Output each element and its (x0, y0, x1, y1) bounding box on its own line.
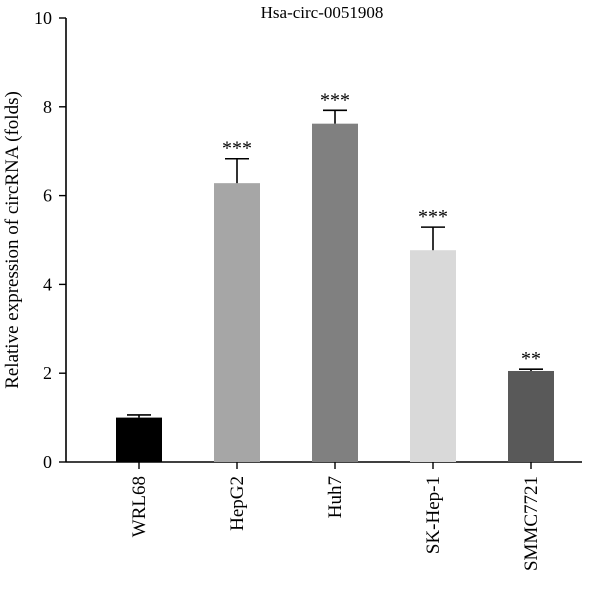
bar (508, 370, 554, 462)
bar (116, 417, 162, 462)
significance-label: ** (521, 348, 541, 370)
x-tick-label: HepG2 (227, 476, 248, 531)
y-tick-label: 0 (43, 452, 52, 472)
bar (410, 250, 456, 462)
significance-label: *** (418, 206, 448, 228)
y-axis-label: Relative expression of circRNA (folds) (2, 91, 23, 389)
y-tick-label: 10 (34, 8, 52, 28)
y-tick-label: 6 (43, 186, 52, 206)
y-tick-label: 4 (43, 274, 52, 294)
x-tick-label: SMMC7721 (521, 476, 542, 571)
x-tick-label: Huh7 (325, 476, 346, 518)
y-tick-label: 2 (43, 363, 52, 383)
plot-area: 0 2 4 6 8 10 WRL68 *** HepG2 *** Huh7 *** SK-Hep-1 **… (34, 8, 582, 571)
significance-label: *** (320, 89, 350, 111)
x-tick-label: SK-Hep-1 (423, 476, 444, 554)
y-tick-label: 8 (43, 97, 52, 117)
bar (312, 123, 358, 462)
significance-label: *** (222, 138, 252, 160)
x-tick-label: WRL68 (129, 476, 150, 537)
bar (214, 183, 260, 462)
chart-title: Hsa-circ-0051908 (261, 3, 384, 22)
